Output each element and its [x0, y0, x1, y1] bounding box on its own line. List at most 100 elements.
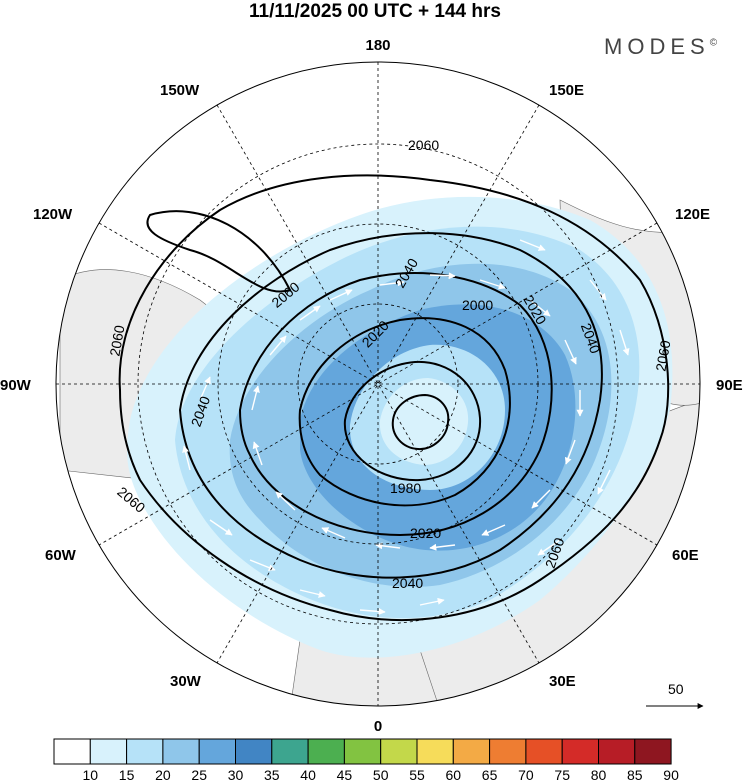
wind-arrow: [529, 299, 551, 317]
colorbar-swatch: [89, 738, 128, 765]
wind-arrow: [429, 272, 456, 280]
lon-label-90e: 90E: [716, 377, 743, 394]
wind-arrow: [252, 441, 263, 466]
lon-label-180: 180: [365, 37, 390, 54]
wind-arrow: [564, 339, 577, 365]
wind-arrow: [375, 542, 401, 550]
wind-arrow: [619, 329, 630, 356]
colorbar-tick-label: 85: [627, 767, 643, 782]
wind-arrow: [519, 239, 546, 251]
contour-label: 2040: [392, 575, 423, 591]
map-disk: [56, 62, 700, 706]
colorbar-swatch: [525, 738, 563, 765]
colorbar-swatch: [452, 738, 491, 765]
lon-label-120e: 120E: [675, 206, 710, 223]
wind-arrow: [597, 469, 611, 495]
colorbar-tick-label: 75: [554, 767, 570, 782]
wind-arrow: [564, 439, 576, 465]
colorbar-tick-label: 70: [518, 767, 534, 782]
lon-label-150w: 150W: [160, 82, 200, 99]
wind-arrow: [269, 335, 287, 356]
colorbar-swatch: [271, 738, 309, 765]
wind-arrow: [209, 519, 233, 536]
colorbar-tick-label: 90: [663, 767, 679, 782]
colorbar-tick-label: 15: [119, 767, 135, 782]
wind-arrow: [275, 491, 296, 511]
contour-1960-core: [391, 393, 450, 451]
colorbar-swatch: [634, 738, 672, 765]
wind-speed-shading: [127, 196, 673, 658]
wind-arrow: [321, 527, 346, 539]
wind-arrow: [359, 608, 386, 615]
colorbar-tick-label: 65: [482, 767, 498, 782]
colorbar-tick-label: 10: [83, 767, 99, 782]
contour-2020: [238, 272, 553, 537]
wind-arrow: [299, 589, 326, 598]
colorbar-swatch: [343, 738, 382, 765]
wind-arrow: [251, 385, 260, 411]
colorbar: 10 15 20 25 30 35 40 45 50 55 60 65 70 75 80 85 90: [53, 738, 679, 782]
colorbar-swatch: [380, 738, 418, 765]
wind-vectors: [182, 239, 630, 615]
lon-label-60w: 60W: [45, 547, 77, 564]
lon-label-30e: 30E: [549, 673, 576, 690]
brand-name: MODES: [604, 34, 710, 59]
colorbar-tick-label: 35: [264, 767, 280, 782]
colorbar-tick-label: 45: [337, 767, 353, 782]
colorbar-tick-label: 80: [591, 767, 607, 782]
brand-mark: ©: [709, 37, 718, 49]
wind-arrow: [249, 559, 276, 571]
colorbar-tick-label: 20: [155, 767, 171, 782]
reference-vector: 50: [646, 681, 704, 709]
wind-arrow: [199, 376, 211, 401]
wind-arrow: [419, 597, 445, 606]
wind-arrow: [379, 279, 405, 287]
lon-label-150e: 150E: [549, 82, 584, 99]
colorbar-tick-label: 40: [300, 767, 316, 782]
colorbar-swatch: [489, 738, 527, 765]
colorbar-swatch: [53, 738, 91, 765]
contour-label: 2020: [410, 525, 441, 541]
contour-label: 2060: [652, 339, 673, 373]
brand-logo: MODES©: [604, 34, 717, 60]
wind-arrow: [299, 305, 321, 321]
contour-2000: [298, 317, 511, 507]
contour-2040: [178, 232, 603, 579]
map-title: 11/11/2025 00 UTC + 144 hrs: [249, 1, 501, 22]
lon-label-90w: 90W: [0, 377, 32, 394]
wind-arrow: [429, 543, 456, 551]
colorbar-tick-label: 60: [446, 767, 462, 782]
colorbar-swatch: [235, 738, 273, 765]
wind-arrow: [329, 289, 353, 301]
lon-label-0: 0: [374, 718, 382, 735]
wind-arrow: [589, 279, 607, 301]
contour-label: 1980: [390, 480, 421, 496]
colorbar-swatch: [598, 738, 636, 765]
contour-label: 2000: [462, 297, 493, 313]
lon-label-30w: 30W: [170, 673, 202, 690]
wind-arrow: [481, 524, 506, 536]
contour-label: 2060: [106, 324, 127, 358]
wind-arrow: [479, 279, 506, 290]
colorbar-tick-label: 30: [228, 767, 244, 782]
reference-vector-label: 50: [668, 681, 684, 697]
colorbar-tick-label: 50: [373, 767, 389, 782]
map-border: [55, 61, 701, 707]
colorbar-swatch: [162, 738, 200, 765]
contour-label: 2060: [408, 137, 439, 153]
colorbar-swatch: [561, 738, 600, 765]
lon-label-120w: 120W: [33, 206, 73, 223]
contour-2060-outer: [118, 174, 670, 621]
colorbar-tick-label: 25: [191, 767, 207, 782]
colorbar-swatch: [307, 738, 345, 765]
colorbar-swatch: [416, 738, 454, 765]
wind-arrow: [531, 489, 551, 509]
longitude-labels: 180 0 90W 90E 150W 120W 150E 120E 60W 30…: [0, 37, 743, 735]
wind-arrow: [182, 445, 191, 471]
colorbar-tick-label: 55: [409, 767, 425, 782]
lon-label-60e: 60E: [672, 547, 699, 564]
graticule: [56, 62, 700, 706]
colorbar-swatch: [198, 738, 236, 765]
colorbar-swatch: [126, 738, 164, 765]
